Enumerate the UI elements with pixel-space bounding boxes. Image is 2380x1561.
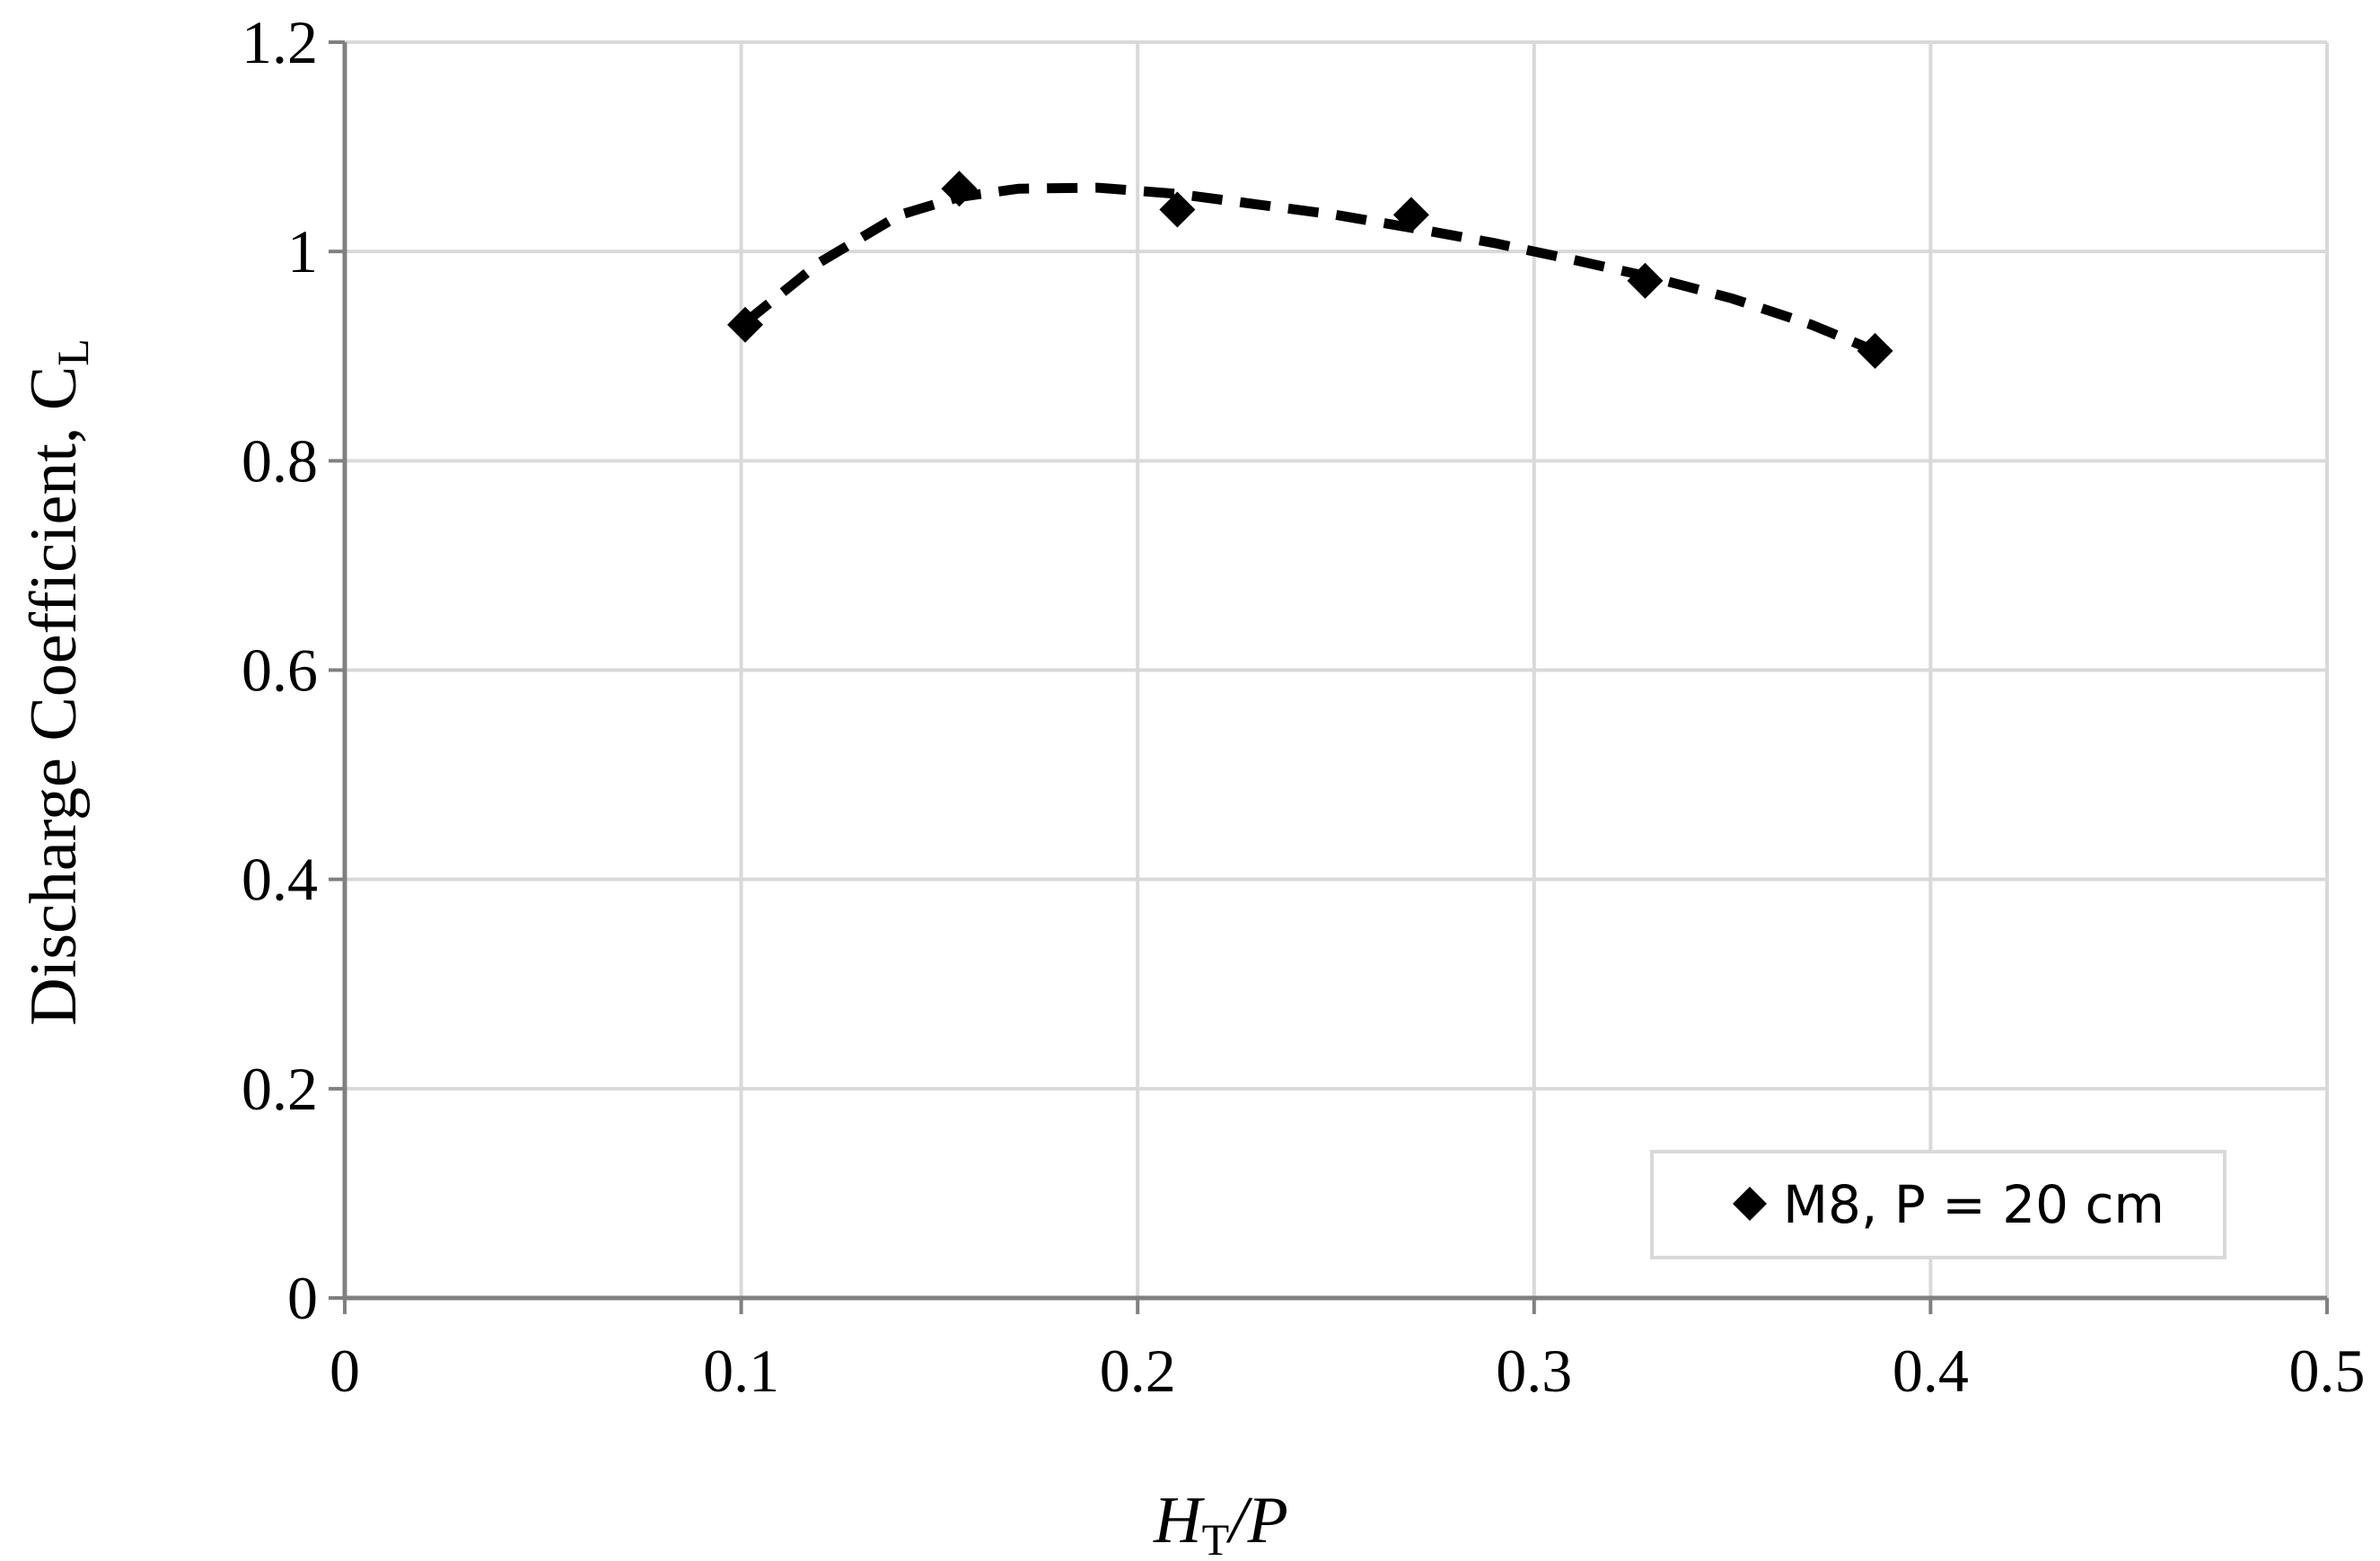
- trendline-layer: [742, 182, 1877, 355]
- x-tick-label: 0: [329, 1337, 360, 1405]
- x-axis-title-rest: /P: [1225, 1484, 1288, 1557]
- legend: M8, P = 20 cm: [1650, 1150, 2226, 1259]
- data-point: [1159, 191, 1196, 228]
- data-points: [727, 171, 1893, 369]
- x-axis-title-sub: T: [1202, 1514, 1230, 1561]
- y-tick-label: 0.8: [242, 426, 318, 495]
- tick-labels: 0 0.2 0.4 0.6 0.8 1 1.2 0 0.1 0.2 0.3 0.4 0.5: [242, 8, 2366, 1405]
- legend-label: M8, P = 20 cm: [1783, 1174, 2165, 1235]
- y-tick-label: 0.2: [242, 1055, 318, 1123]
- data-point: [727, 306, 764, 343]
- x-tick-label: 0.1: [703, 1337, 779, 1405]
- y-tick-label: 1: [287, 217, 318, 285]
- y-tick-label: 1.2: [242, 8, 318, 76]
- y-axis-title: Discharge Coefficient, CL: [17, 338, 98, 1026]
- y-tick-label: 0.4: [242, 846, 318, 914]
- y-axis-title-sub: L: [48, 338, 98, 366]
- y-tick-label: 0.6: [242, 636, 318, 705]
- data-point: [1627, 262, 1664, 299]
- axes: [329, 40, 2329, 1314]
- data-point: [1857, 332, 1893, 369]
- x-tick-label: 0.4: [1893, 1337, 1969, 1405]
- x-tick-label: 0.3: [1496, 1337, 1572, 1405]
- y-tick-label: 0: [287, 1264, 318, 1332]
- legend-diamond-icon: [1733, 1187, 1767, 1221]
- x-tick-label: 0.2: [1100, 1337, 1176, 1405]
- x-axis-title-main: H: [1153, 1484, 1205, 1557]
- trendline: [742, 182, 1877, 355]
- x-axis-title: HT/P: [1153, 1484, 1288, 1561]
- data-point: [1392, 197, 1429, 233]
- data-point: [941, 171, 978, 207]
- x-tick-label: 0.5: [2289, 1337, 2366, 1405]
- y-axis-title-main: Discharge Coefficient, C: [17, 366, 91, 1026]
- grid: [345, 40, 2329, 1298]
